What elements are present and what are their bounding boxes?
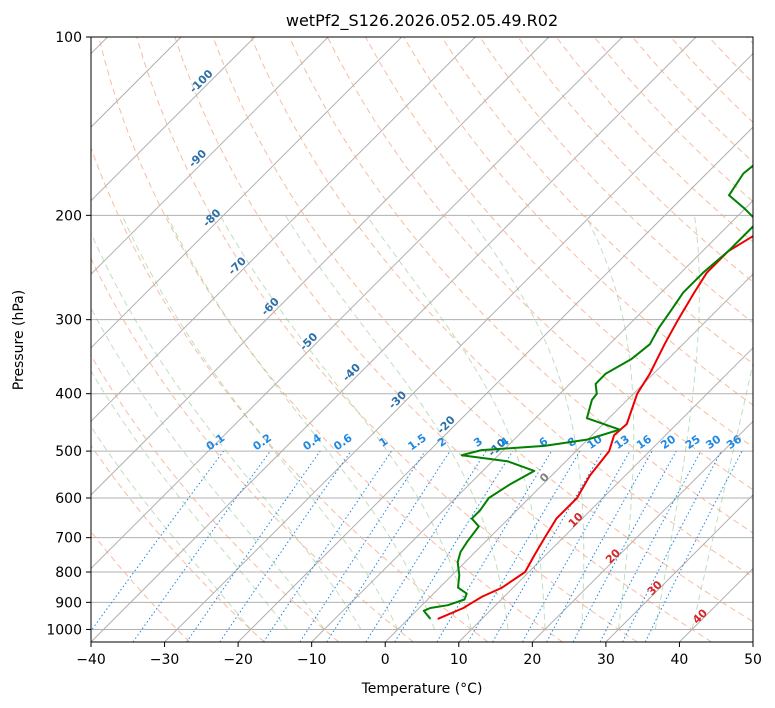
y-tick-label: 100 <box>55 30 82 46</box>
x-tick-label: −20 <box>223 652 253 668</box>
y-axis-label: Pressure (hPa) <box>11 290 27 390</box>
isotherm-gridline <box>91 37 329 275</box>
mixing-ratio-line <box>394 450 514 642</box>
dry-adiabat <box>98 37 563 642</box>
isotherm-gridline <box>91 37 623 570</box>
isotherm-gridline <box>605 494 753 642</box>
x-tick-label: 40 <box>671 652 689 668</box>
moist-adiabat <box>166 215 436 630</box>
x-tick-label: 50 <box>744 652 762 668</box>
moist-adiabat <box>467 215 585 630</box>
moist-adiabat <box>584 215 635 630</box>
x-tick-label: 10 <box>450 652 468 668</box>
mixing-ratio-line <box>522 450 631 642</box>
moist-adiabat <box>91 231 362 630</box>
mixing-ratio-line <box>326 450 451 642</box>
y-tick-label: 1000 <box>46 622 82 638</box>
isotherm-gridline <box>91 37 256 202</box>
dry-adiabat <box>212 37 753 623</box>
chart-title: wetPf2_S126.2026.052.05.49.R02 <box>286 11 558 31</box>
isotherm-gridline <box>311 199 753 642</box>
mixing-ratio-line <box>299 450 426 642</box>
mixing-ratio-line <box>546 450 653 642</box>
mixing-ratio-line <box>263 450 392 642</box>
dry-adiabat <box>365 37 753 448</box>
dry-adiabat <box>250 37 753 578</box>
isotherm-gridline <box>91 37 476 423</box>
dewpoint-profile-line <box>422 164 753 620</box>
mixing-ratio-line <box>132 450 271 642</box>
isotherm-gridline <box>91 37 697 642</box>
y-tick-label: 800 <box>55 565 82 581</box>
y-tick-label: 600 <box>55 491 82 507</box>
x-tick-label: −30 <box>150 652 180 668</box>
mixing-ratio-line <box>186 450 321 642</box>
moist-adiabat <box>219 215 472 630</box>
isotherm-gridline <box>384 273 753 642</box>
y-axis-ticks: 100 200 300 400 500 600 700 800 900 1000 <box>46 30 91 638</box>
moist-adiabat <box>91 425 252 630</box>
dry-adiabat <box>91 444 265 642</box>
y-tick-label: 500 <box>55 444 82 460</box>
moist-adiabat <box>284 215 509 630</box>
mixing-ratio-line <box>644 450 743 642</box>
y-tick-label: 900 <box>55 595 82 611</box>
plot-frame <box>90 36 754 643</box>
mixing-ratio-line <box>91 450 224 632</box>
dry-adiabat <box>91 354 340 642</box>
moist-adiabat <box>691 360 753 630</box>
mixing-ratio-line <box>572 450 677 642</box>
x-tick-label: −10 <box>297 652 327 668</box>
moist-adiabat <box>366 215 546 630</box>
dry-adiabat <box>326 37 753 491</box>
x-axis-label: Temperature (°C) <box>361 681 483 697</box>
isotherm-gridline <box>531 420 753 642</box>
moist-adiabat <box>91 307 325 630</box>
x-tick-label: 20 <box>523 652 541 668</box>
y-tick-label: 300 <box>55 313 82 329</box>
dry-adiabat <box>136 37 638 642</box>
background-guides <box>91 37 753 642</box>
y-tick-label: 700 <box>55 531 82 547</box>
moist-adiabat <box>121 215 399 630</box>
mixing-ratio-line <box>219 450 352 642</box>
x-axis-ticks: −40 −30 −20 −10 0 10 20 30 40 50 <box>76 642 762 668</box>
temperature-profile-line <box>437 234 753 620</box>
isotherm-gridline <box>91 37 550 496</box>
x-tick-label: −40 <box>76 652 106 668</box>
moist-adiabat <box>654 215 700 630</box>
y-tick-label: 400 <box>55 387 82 403</box>
x-tick-label: 0 <box>381 652 390 668</box>
x-tick-label: 30 <box>597 652 615 668</box>
isotherm-gridline <box>237 126 753 642</box>
isotherm-gridline <box>164 52 753 642</box>
dry-adiabat <box>91 257 414 642</box>
y-tick-label: 200 <box>55 208 82 224</box>
isotherm-gridline <box>458 347 753 642</box>
dry-adiabat <box>288 37 753 534</box>
dry-adiabat <box>174 37 712 642</box>
series-layer <box>422 164 753 620</box>
